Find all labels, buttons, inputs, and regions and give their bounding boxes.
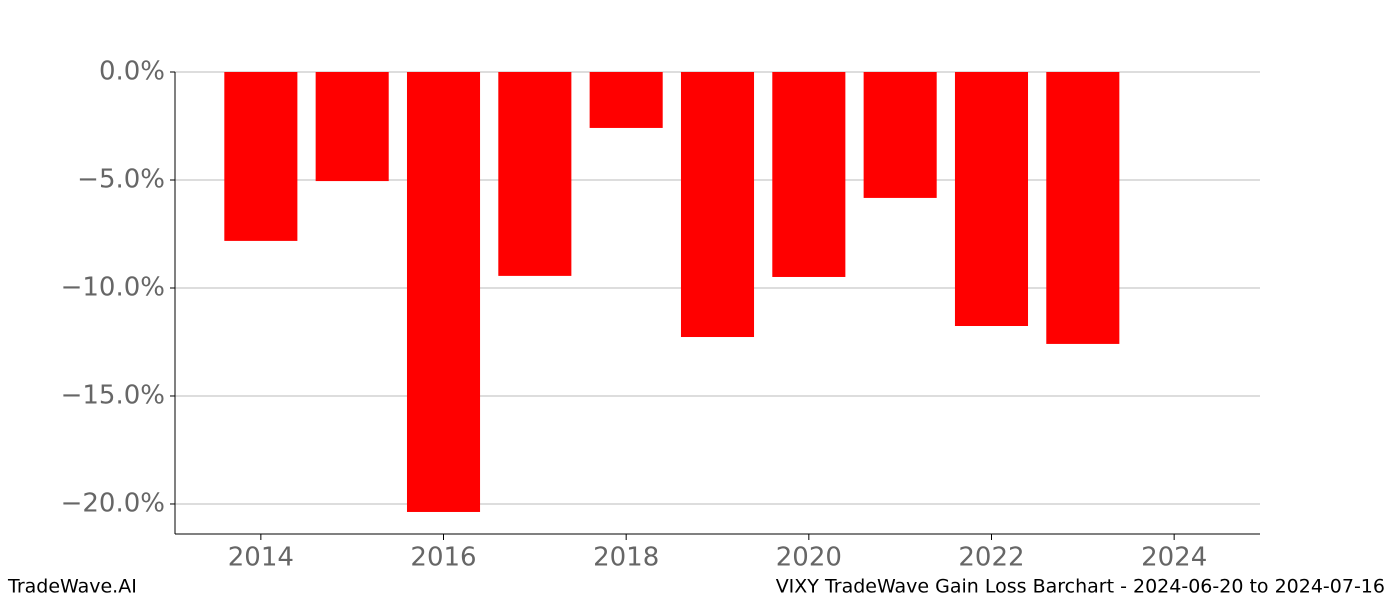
bar — [680, 72, 755, 338]
bar — [954, 72, 1029, 327]
bar — [589, 72, 663, 128]
x-tick-label: 2014 — [228, 543, 294, 573]
x-tick-label: 2018 — [593, 543, 659, 573]
bar — [863, 72, 937, 198]
y-tick-label: 0.0% — [99, 57, 165, 87]
bar — [1046, 72, 1120, 344]
bar — [315, 72, 389, 182]
x-tick-label: 2016 — [410, 543, 476, 573]
bar — [498, 72, 572, 276]
x-tick-label: 2022 — [958, 543, 1024, 573]
x-tick-label: 2024 — [1141, 543, 1207, 573]
bar — [406, 72, 481, 512]
y-tick-label: −20.0% — [61, 488, 165, 518]
footer-brand: TradeWave.AI — [7, 576, 137, 598]
bar — [772, 72, 846, 277]
y-tick-label: −15.0% — [61, 380, 165, 410]
footer-title: VIXY TradeWave Gain Loss Barchart - 2024… — [776, 576, 1385, 598]
x-tick-label: 2020 — [776, 543, 842, 573]
y-tick-label: −5.0% — [77, 164, 165, 194]
bar — [224, 72, 298, 241]
y-tick-label: −10.0% — [61, 272, 165, 302]
